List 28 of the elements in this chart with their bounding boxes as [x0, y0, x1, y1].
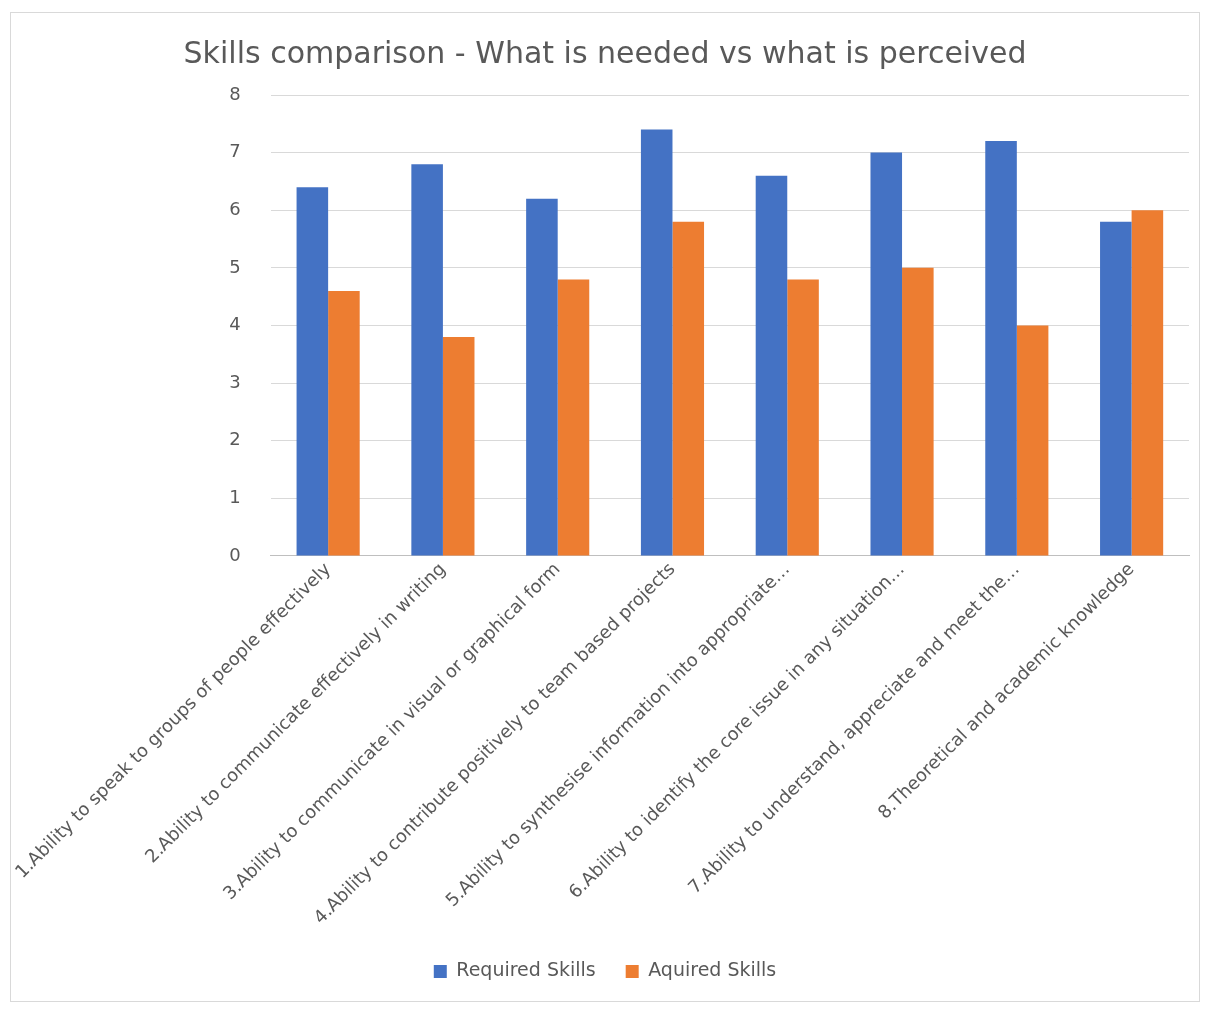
- bar: [902, 267, 934, 556]
- legend-label: Required Skills: [456, 958, 596, 981]
- y-tick-label: 6: [229, 197, 241, 219]
- bar: [442, 337, 475, 556]
- y-tick-label: 3: [229, 370, 241, 392]
- y-tick-label: 4: [229, 313, 241, 335]
- bar: [787, 279, 819, 556]
- bar: [557, 279, 590, 556]
- y-tick-label: 0: [229, 543, 241, 565]
- bar: [985, 141, 1017, 556]
- chart-title: Skills comparison - What is needed vs what is perceived: [183, 34, 1027, 70]
- bar: [296, 187, 329, 556]
- legend-label: Aquired Skills: [648, 958, 777, 981]
- bar: [1100, 221, 1132, 556]
- bar: [755, 175, 788, 556]
- bar: [328, 290, 360, 556]
- bar: [672, 221, 705, 556]
- y-tick-label: 5: [229, 255, 241, 277]
- bar: [640, 129, 673, 556]
- bar: [1016, 325, 1049, 556]
- bar: [870, 152, 903, 556]
- y-tick-label: 2: [229, 428, 241, 450]
- y-tick-label: 7: [229, 140, 241, 162]
- bar: [1131, 210, 1164, 556]
- bar: [526, 198, 558, 556]
- y-tick-label: 1: [229, 486, 241, 508]
- bar: [411, 164, 443, 556]
- y-tick-label: 8: [229, 82, 241, 104]
